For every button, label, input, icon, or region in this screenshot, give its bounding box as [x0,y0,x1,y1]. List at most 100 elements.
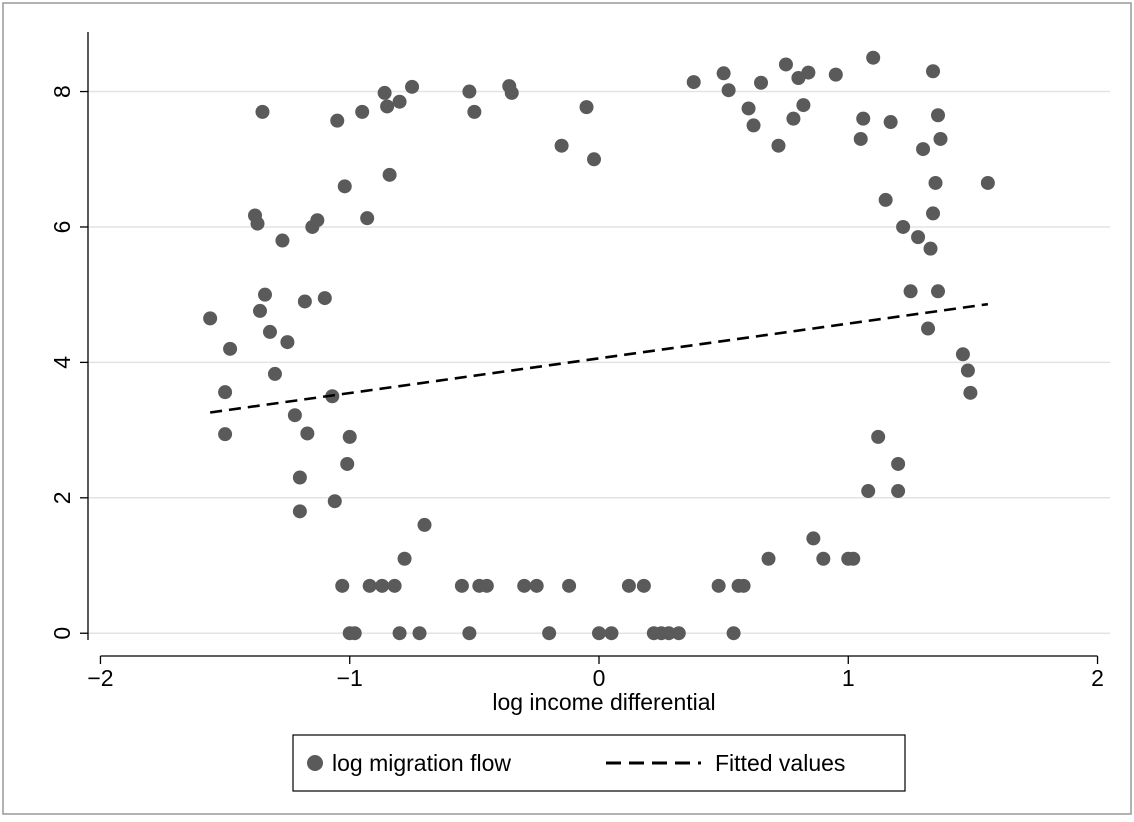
data-point-1 [218,385,233,400]
fitted-line [209,302,989,414]
data-point-0 [203,311,218,326]
data-point-47 [467,104,482,119]
data-point-2 [223,341,238,356]
data-point-68 [711,578,726,593]
x-tick-label-0: −2 [87,665,113,691]
data-point-14 [292,470,307,485]
data-point-55 [554,138,569,153]
data-point-52 [517,578,532,593]
scatter-points [203,50,995,641]
data-point-93 [871,429,886,444]
data-point-70 [721,83,736,98]
x-tick-label-1: −1 [337,665,363,691]
axes: 0 2 4 6 8 −2 −1 0 1 2 [49,32,1104,691]
data-point-108 [955,347,970,362]
grid-lines [88,90,1110,634]
data-point-98 [896,219,911,234]
data-point-67 [686,75,701,90]
data-point-51 [504,85,519,100]
data-point-34 [377,85,392,100]
data-point-57 [579,100,594,115]
data-point-78 [771,138,786,153]
data-point-23 [330,113,345,128]
data-point-59 [592,626,606,641]
data-point-102 [921,321,936,336]
y-tick-label-2: 4 [49,356,75,369]
data-point-6 [252,303,267,318]
fitted-line-layer [209,302,989,414]
y-tick-label-3: 6 [49,221,75,234]
data-point-38 [392,94,407,109]
data-point-9 [262,324,277,339]
data-point-13 [287,408,302,423]
data-point-43 [417,517,432,532]
y-tick-label-1: 2 [49,491,75,504]
legend-label-fit: Fitted values [715,750,845,776]
data-point-39 [392,626,407,641]
data-point-7 [255,104,270,119]
data-point-88 [846,551,861,566]
data-point-17 [300,426,315,441]
data-point-104 [928,175,943,190]
data-point-94 [878,192,893,207]
data-point-26 [340,456,355,471]
data-point-107 [931,284,946,299]
data-point-74 [741,101,756,116]
data-point-97 [891,484,906,499]
data-point-101 [916,142,931,157]
data-point-53 [529,578,544,593]
data-point-65 [661,626,676,641]
data-point-19 [310,213,325,228]
data-point-30 [355,104,370,119]
data-point-61 [621,578,636,593]
data-point-100 [911,230,926,245]
y-tick-label-4: 8 [49,85,75,98]
data-point-35 [380,99,395,114]
data-point-22 [327,494,342,509]
data-point-109 [960,363,975,378]
data-point-27 [342,429,357,444]
legend-box [292,734,906,792]
data-point-77 [761,551,776,566]
x-tick-label-4: 2 [1091,665,1104,691]
data-point-112 [926,206,941,221]
data-point-75 [746,118,761,133]
data-point-91 [861,484,876,499]
data-point-16 [297,294,312,309]
x-axis-label: log income differential [492,689,715,715]
data-point-103 [926,64,941,79]
data-point-36 [382,167,397,182]
data-point-45 [462,626,477,641]
data-point-40 [397,551,412,566]
data-point-54 [542,626,557,641]
data-point-33 [375,578,390,593]
data-point-3 [218,427,233,442]
data-point-111 [980,175,995,190]
data-point-31 [360,211,375,226]
data-point-20 [317,291,332,306]
data-point-76 [754,75,769,90]
data-point-44 [454,578,469,593]
data-point-66 [671,626,686,641]
data-point-15 [292,504,307,519]
data-point-62 [636,578,651,593]
data-point-42 [412,626,427,641]
data-point-8 [257,287,272,302]
data-point-84 [806,531,821,546]
data-point-90 [856,111,871,126]
data-point-95 [883,115,898,130]
data-point-10 [267,366,282,381]
data-point-113 [923,241,938,256]
data-point-60 [604,626,619,641]
data-point-25 [337,179,352,194]
data-point-99 [903,284,918,299]
data-point-105 [931,108,946,123]
plot-area [88,34,1110,640]
data-point-24 [335,578,350,593]
data-point-96 [891,456,906,471]
x-tick-label-3: 1 [842,665,855,691]
data-point-11 [275,233,290,248]
data-point-79 [778,57,793,72]
data-point-86 [828,67,843,82]
